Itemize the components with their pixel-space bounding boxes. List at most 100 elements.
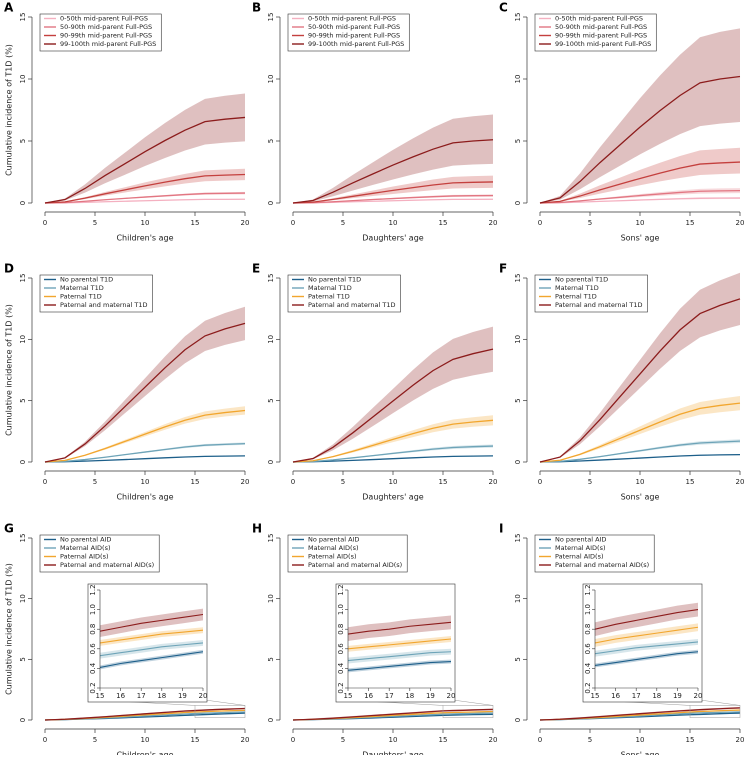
series-line xyxy=(539,402,741,463)
legend-label: Paternal and maternal AID(s) xyxy=(308,561,402,569)
x-tick-label: 15 xyxy=(439,736,448,744)
series-line xyxy=(348,621,451,635)
panel: C 0 5 10 15 0 5 10 15 20 Sons' age 0-50th mid-paren… xyxy=(499,1,744,243)
x-axis-title: Children's age xyxy=(116,493,173,502)
x-axis-title: Daughters' age xyxy=(362,751,424,756)
legend-label: Maternal T1D xyxy=(60,284,104,292)
series-line xyxy=(539,75,741,204)
legend-label: Paternal T1D xyxy=(555,293,597,301)
y-tick-label: 15 xyxy=(267,534,275,543)
y-tick-label: 15 xyxy=(514,274,522,283)
legend-box xyxy=(534,13,657,52)
y-tick-label: 15 xyxy=(19,534,27,543)
y-tick-label: 10 xyxy=(267,335,275,344)
y-tick-label: 10 xyxy=(267,75,275,84)
inset-y-tick-label: 1.2 xyxy=(89,584,97,595)
x-tick-label: 10 xyxy=(636,478,645,486)
y-axis-title: Cumulative incidence of T1D (%) xyxy=(5,44,14,176)
series-line xyxy=(595,609,698,630)
y-tick-label: 10 xyxy=(19,594,27,603)
inset xyxy=(100,608,203,670)
series-line xyxy=(44,198,246,204)
series-line xyxy=(539,161,741,204)
y-tick-label: 0 xyxy=(267,460,275,464)
y-tick-label: 0 xyxy=(19,460,27,464)
inset-x-tick-label: 16 xyxy=(611,692,620,700)
legend-label: Paternal and maternal T1D xyxy=(308,301,396,309)
series-line xyxy=(595,626,698,644)
legend-label: 50-90th mid-parent Full-PGS xyxy=(555,23,647,31)
series-line xyxy=(44,322,246,463)
y-tick-label: 10 xyxy=(19,335,27,344)
x-tick-label: 20 xyxy=(489,736,498,744)
inset-y-tick-label: 0.8 xyxy=(584,624,592,635)
inset-x-tick-label: 20 xyxy=(199,692,208,700)
x-tick-label: 20 xyxy=(736,736,745,744)
y-tick-label: 15 xyxy=(514,13,522,22)
ci-band xyxy=(45,93,245,203)
ci-band xyxy=(293,415,493,462)
x-tick-label: 15 xyxy=(686,219,695,227)
x-tick-label: 20 xyxy=(241,736,250,744)
y-tick-label: 0 xyxy=(267,718,275,722)
legend-label: 99-100th mid-parent Full-PGS xyxy=(60,40,156,48)
x-tick-label: 5 xyxy=(588,736,592,744)
legend-box xyxy=(287,13,410,52)
panel: G 0 5 10 15 0 5 10 15 20 Children's age Cumulative … xyxy=(4,522,250,759)
y-tick-label: 5 xyxy=(267,657,275,661)
x-tick-label: 15 xyxy=(191,478,200,486)
x-axis-title: Daughters' age xyxy=(362,234,424,243)
y-tick-label: 5 xyxy=(19,657,27,661)
legend-label: 0-50th mid-parent Full-PGS xyxy=(308,15,396,23)
series-line xyxy=(100,613,203,632)
x-tick-label: 10 xyxy=(389,219,398,227)
inset-y-tick-label: 0.4 xyxy=(584,662,592,674)
x-tick-label: 10 xyxy=(636,219,645,227)
x-axis-title: Sons' age xyxy=(621,751,660,756)
inset xyxy=(348,615,451,673)
x-tick-label: 20 xyxy=(241,478,250,486)
zoom-guide xyxy=(204,699,246,706)
legend-label: Paternal and maternal AID(s) xyxy=(555,561,649,569)
y-tick-label: 10 xyxy=(514,335,522,344)
x-axis-title: Sons' age xyxy=(621,493,660,502)
series-line xyxy=(348,651,451,662)
x-axis-title: Children's age xyxy=(116,234,173,243)
legend-box xyxy=(534,534,655,573)
ci-band xyxy=(293,175,493,203)
legend-label: Maternal AID(s) xyxy=(308,544,359,552)
inset-y-tick-label: 1.0 xyxy=(584,604,592,615)
legend-box xyxy=(39,13,162,52)
legend-box xyxy=(287,534,408,573)
x-tick-label: 15 xyxy=(439,219,448,227)
ci-band xyxy=(540,28,740,203)
legend-label: No parental AID xyxy=(60,536,111,544)
y-tick-label: 15 xyxy=(19,274,27,283)
inset-y-tick-label: 1.2 xyxy=(584,584,592,595)
y-tick-label: 0 xyxy=(19,718,27,722)
legend-label: 50-90th mid-parent Full-PGS xyxy=(60,23,152,31)
inset-x-tick-label: 17 xyxy=(632,692,641,700)
series-line xyxy=(292,445,494,463)
panel: A 0 5 10 15 0 5 10 15 20 Children's age Cumulative … xyxy=(4,1,249,243)
x-tick-label: 10 xyxy=(636,736,645,744)
y-tick-label: 15 xyxy=(267,13,275,22)
x-tick-label: 5 xyxy=(93,219,97,227)
y-axis-title: Cumulative incidence of T1D (%) xyxy=(5,563,14,695)
x-tick-label: 15 xyxy=(191,736,200,744)
inset-axes: 0.2 0.4 0.6 0.8 1.0 1.2 15 16 17 18 19 20 xyxy=(584,584,702,700)
x-tick-label: 20 xyxy=(489,478,498,486)
x-tick-label: 20 xyxy=(241,219,250,227)
y-tick-label: 10 xyxy=(514,75,522,84)
x-tick-label: 0 xyxy=(43,219,47,227)
series-line xyxy=(292,348,494,463)
inset-y-tick-label: 0.8 xyxy=(89,624,97,635)
series-line xyxy=(100,629,203,644)
y-tick-label: 10 xyxy=(267,594,275,603)
x-tick-label: 15 xyxy=(686,736,695,744)
inset-x-tick-label: 20 xyxy=(447,692,456,700)
legend-label: 50-90th mid-parent Full-PGS xyxy=(308,23,400,31)
